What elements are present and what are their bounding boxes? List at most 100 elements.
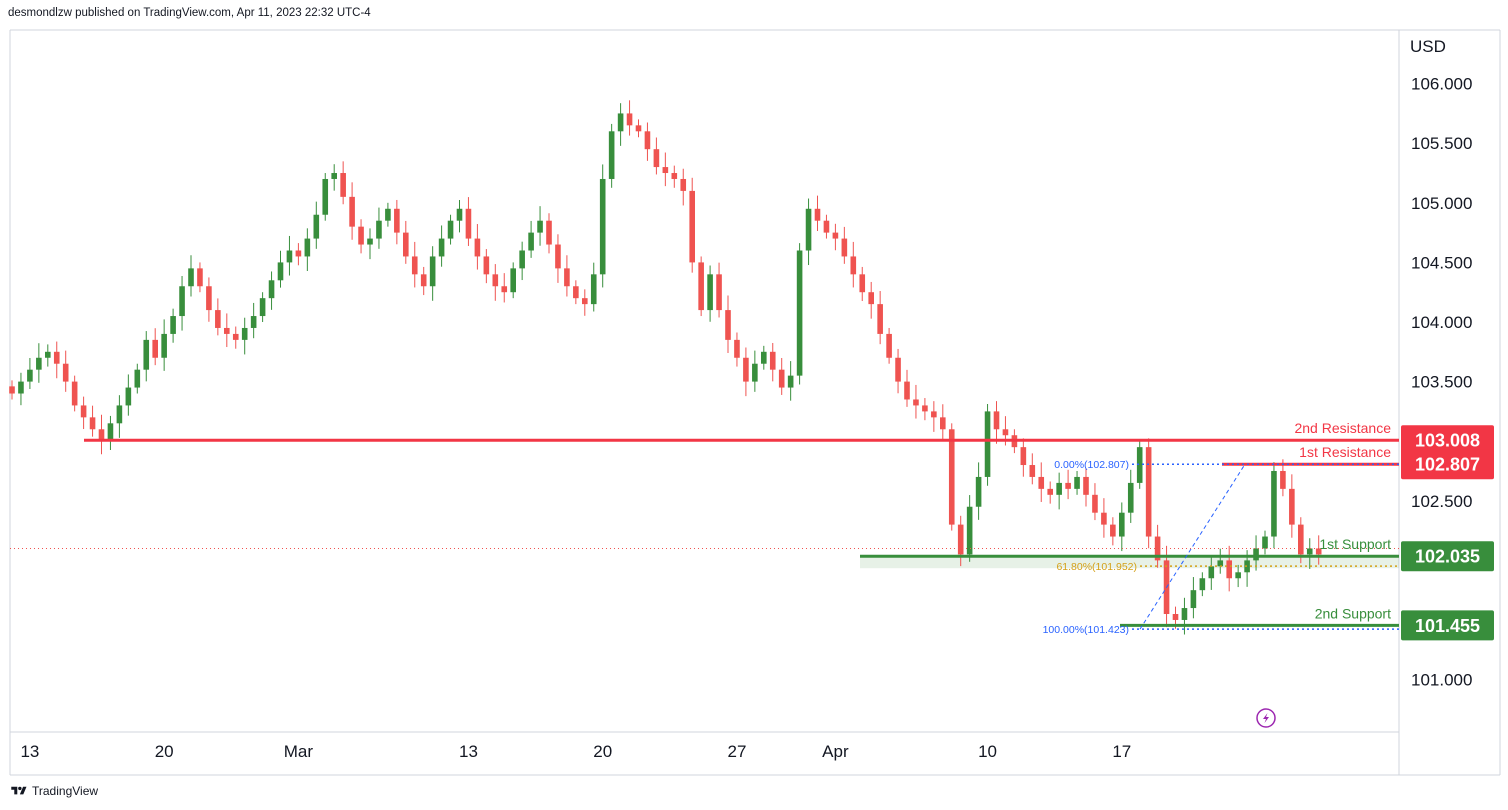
candle-body	[358, 226, 364, 245]
candle-body	[662, 167, 669, 174]
candle-body	[394, 208, 400, 233]
time-tick-label: 17	[1112, 742, 1131, 761]
time-tick-label: 13	[459, 742, 478, 761]
lightning-icon[interactable]	[1256, 708, 1276, 728]
price-tick-label: 103.500	[1411, 373, 1472, 392]
candle-body	[483, 256, 490, 275]
candle-body	[188, 268, 194, 287]
candle-body	[1289, 488, 1295, 525]
candle-body	[546, 220, 552, 245]
candle-body	[1253, 548, 1259, 561]
candle-body	[859, 274, 866, 293]
candle-body	[143, 339, 150, 370]
time-tick-label: 20	[155, 742, 174, 761]
candle-body	[1002, 429, 1009, 436]
candle-body	[564, 268, 570, 287]
candle-body	[1262, 536, 1268, 549]
candle-body	[725, 310, 731, 340]
time-axis[interactable]: 13 20 Mar 13 20 27 Apr 10 17	[20, 742, 1131, 761]
candle-body	[501, 286, 508, 293]
level-label: 1st Support	[1319, 536, 1391, 552]
candle-body	[617, 113, 624, 132]
candle-body	[1074, 476, 1080, 489]
candle-body	[152, 339, 158, 358]
candle-body	[304, 238, 311, 257]
candle-body	[215, 310, 221, 328]
candle-body	[573, 286, 579, 299]
candle-body	[340, 173, 346, 197]
candle-body	[232, 333, 239, 340]
candle-body	[1119, 512, 1125, 537]
candle-body	[349, 196, 355, 227]
candle-body	[707, 274, 713, 311]
candle-body	[1110, 524, 1116, 537]
candle-body	[1172, 614, 1179, 620]
candle-body	[832, 232, 839, 239]
candle-body	[931, 411, 937, 418]
candle-body	[1083, 476, 1089, 495]
candle-body	[1029, 465, 1036, 477]
candle-body	[993, 411, 1000, 430]
candle-body	[80, 405, 87, 418]
levels[interactable]: 2nd Resistance 103.008 1st Resistance 102.8…	[10, 420, 1494, 641]
candle-body	[1217, 560, 1224, 567]
candle-body	[635, 125, 642, 132]
candle-body	[107, 423, 114, 442]
candle-body	[89, 417, 96, 430]
candle-body	[1190, 590, 1197, 609]
candle-body	[224, 327, 230, 334]
candle-body	[1101, 512, 1107, 525]
price-box	[1401, 541, 1494, 572]
candle-body	[948, 429, 955, 525]
candle-body	[1208, 566, 1215, 579]
candle-body	[286, 250, 293, 263]
candle-body	[492, 274, 499, 287]
price-tick-label: 106.000	[1411, 75, 1472, 94]
candle-body	[582, 298, 588, 305]
price-axis[interactable]: 106.000 105.500 105.000 104.500 104.000 103.5…	[1411, 75, 1472, 690]
candle-body	[385, 208, 391, 221]
candle-body	[877, 304, 883, 334]
candles	[9, 100, 1322, 635]
fib-retracement[interactable]: 0.00%(102.807) 61.80%(101.952) 100.00%(101…	[1043, 459, 1399, 636]
candle-body	[689, 190, 695, 263]
candle-body	[438, 238, 445, 257]
time-tick-label: Apr	[822, 742, 849, 761]
support-zone-band	[860, 556, 1399, 569]
price-box-value: 101.455	[1415, 616, 1480, 636]
fib-trend-line	[1139, 463, 1246, 630]
level-label: 1st Resistance	[1299, 444, 1391, 460]
price-tick-label: 105.000	[1411, 194, 1472, 213]
price-tick-label: 104.500	[1411, 253, 1472, 272]
candle-body	[590, 274, 597, 305]
candle-body	[537, 220, 543, 233]
candle-body	[555, 244, 561, 269]
candle-body	[1199, 578, 1206, 591]
candle-body	[1226, 560, 1232, 579]
candle-body	[904, 381, 910, 400]
support-zone	[860, 556, 1399, 569]
candle-body	[1047, 488, 1053, 495]
candle-body	[429, 256, 436, 287]
candle-body	[197, 268, 203, 287]
candle-body	[53, 351, 60, 364]
time-tick-label: 20	[593, 742, 612, 761]
time-tick-label: 13	[20, 742, 39, 761]
level-label: 2nd Resistance	[1294, 420, 1391, 436]
candle-body	[447, 220, 454, 239]
candle-body	[116, 405, 123, 424]
candle-body	[940, 417, 946, 430]
candle-body	[895, 357, 901, 382]
candle-body	[1306, 548, 1313, 555]
time-tick-label: 27	[727, 742, 746, 761]
candle-body	[922, 405, 928, 412]
candle-body	[250, 316, 257, 328]
candle-body	[671, 173, 678, 179]
footer-brand: TradingView	[32, 784, 99, 798]
plot-area[interactable]	[10, 30, 1399, 732]
candle-body	[975, 476, 982, 507]
candle-body	[376, 220, 382, 239]
candle-body	[966, 506, 973, 555]
candle-body	[161, 333, 167, 358]
